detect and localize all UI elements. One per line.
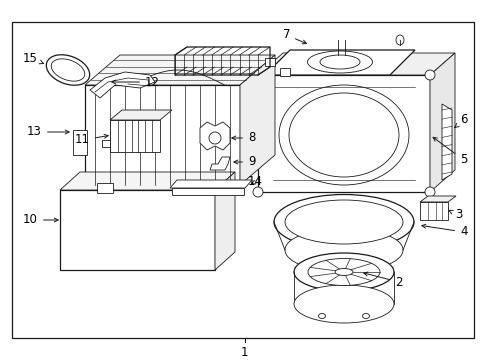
Polygon shape [419, 196, 455, 202]
Text: 12: 12 [112, 76, 160, 89]
Bar [73, 130, 87, 155]
Text: 8: 8 [231, 131, 255, 144]
Circle shape [208, 132, 221, 144]
Bar [258, 75, 429, 192]
Text: 11: 11 [75, 134, 108, 147]
Text: 6: 6 [454, 113, 467, 127]
Polygon shape [200, 122, 229, 150]
Bar [212, 183, 227, 193]
Text: 10: 10 [23, 213, 58, 226]
Polygon shape [264, 50, 414, 75]
Text: 13: 13 [27, 126, 69, 139]
Polygon shape [110, 110, 172, 120]
Polygon shape [441, 104, 451, 180]
Ellipse shape [51, 59, 84, 81]
Polygon shape [258, 53, 454, 75]
Polygon shape [90, 72, 155, 98]
Text: 9: 9 [233, 156, 255, 168]
Polygon shape [110, 120, 160, 152]
Ellipse shape [307, 258, 379, 285]
Ellipse shape [293, 253, 393, 291]
Polygon shape [215, 172, 235, 270]
Text: 1: 1 [240, 346, 248, 359]
Polygon shape [170, 180, 251, 188]
Ellipse shape [395, 35, 403, 45]
Circle shape [252, 187, 263, 197]
Bar [264, 58, 274, 66]
Polygon shape [419, 202, 447, 220]
Bar [97, 183, 113, 193]
Bar [12, 22, 473, 338]
Ellipse shape [285, 228, 402, 272]
Ellipse shape [288, 93, 398, 177]
Ellipse shape [307, 51, 372, 73]
Circle shape [424, 70, 434, 80]
Ellipse shape [319, 55, 359, 69]
Ellipse shape [285, 200, 402, 244]
Polygon shape [240, 55, 274, 185]
Circle shape [252, 70, 263, 80]
Text: 5: 5 [432, 137, 467, 166]
Bar [280, 68, 289, 76]
Ellipse shape [279, 85, 408, 185]
Ellipse shape [273, 194, 413, 249]
Ellipse shape [318, 314, 325, 319]
Text: 7: 7 [282, 28, 306, 44]
Text: 15: 15 [23, 51, 43, 64]
Ellipse shape [293, 285, 393, 323]
Text: 2: 2 [363, 272, 402, 288]
Bar [60, 190, 215, 270]
Text: 4: 4 [421, 224, 467, 238]
Ellipse shape [46, 55, 89, 85]
Polygon shape [172, 188, 244, 195]
Text: 14: 14 [247, 175, 263, 189]
Bar [85, 85, 240, 185]
Polygon shape [429, 53, 454, 192]
Polygon shape [85, 55, 274, 85]
Polygon shape [209, 157, 229, 170]
Text: 3: 3 [448, 208, 462, 221]
Ellipse shape [362, 314, 369, 319]
Circle shape [424, 187, 434, 197]
Polygon shape [102, 140, 110, 147]
Polygon shape [60, 172, 235, 190]
Ellipse shape [334, 269, 352, 275]
